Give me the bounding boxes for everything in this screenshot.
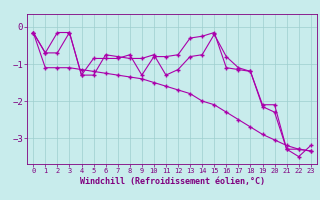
X-axis label: Windchill (Refroidissement éolien,°C): Windchill (Refroidissement éolien,°C)	[79, 177, 265, 186]
